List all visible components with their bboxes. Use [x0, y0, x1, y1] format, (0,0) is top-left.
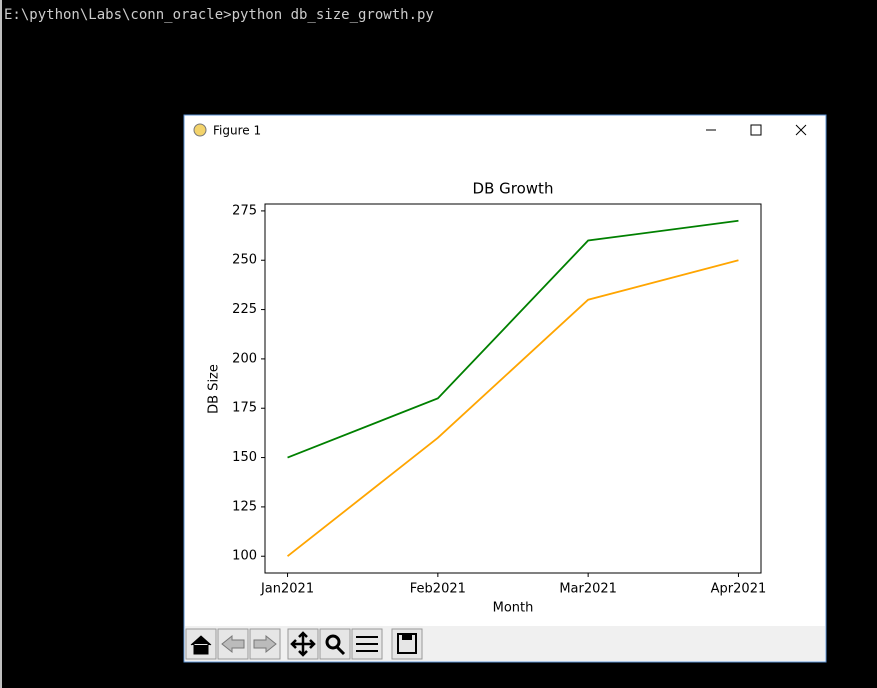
figure-window: Figure 1: [183, 114, 827, 663]
toolbar: [185, 626, 825, 661]
y-tick-label: 175: [232, 401, 257, 416]
window-icon: [193, 123, 207, 137]
y-tick-label: 250: [232, 253, 257, 268]
zoom-icon: [325, 634, 341, 650]
home-icon: [190, 635, 212, 655]
chart: DB Growth Month DB Size: [207, 180, 554, 616]
y-tick-label: 150: [232, 450, 257, 465]
x-axis-label: Month: [493, 601, 534, 616]
x-tick-label: Apr2021: [711, 582, 767, 597]
y-tick-label: 100: [232, 549, 257, 564]
line-series: [286, 259, 739, 557]
forward-icon: [253, 634, 277, 654]
y-tick-label: 125: [232, 499, 257, 514]
y-tick-label: 225: [232, 302, 257, 317]
plot-frame: [264, 203, 762, 574]
save-icon-shutter: [402, 634, 412, 640]
back-icon: [221, 634, 245, 654]
line-series: [287, 219, 739, 459]
y-tick-label: 275: [232, 203, 257, 218]
console-border: [0, 0, 2, 688]
x-tick-label: Mar2021: [559, 582, 617, 597]
configure-icon: [356, 636, 378, 652]
y-tick-label: 200: [232, 351, 257, 366]
toolbar-buttons: [185, 628, 423, 660]
chart-title: DB Growth: [473, 180, 554, 198]
zoom-handle: [335, 645, 346, 656]
window-title: Figure 1: [213, 124, 261, 138]
zoom-button[interactable]: [319, 628, 351, 660]
y-axis-label: DB Size: [207, 364, 222, 414]
terminal-command: E:\python\Labs\conn_oracle>python db_siz…: [4, 7, 434, 23]
maximize-button[interactable]: [750, 124, 762, 136]
x-tick-label: Feb2021: [410, 582, 466, 597]
pan-icon: [290, 631, 316, 657]
window-frame: [183, 114, 827, 663]
x-tick-label: Jan2021: [260, 582, 314, 597]
close-button[interactable]: [795, 124, 807, 136]
